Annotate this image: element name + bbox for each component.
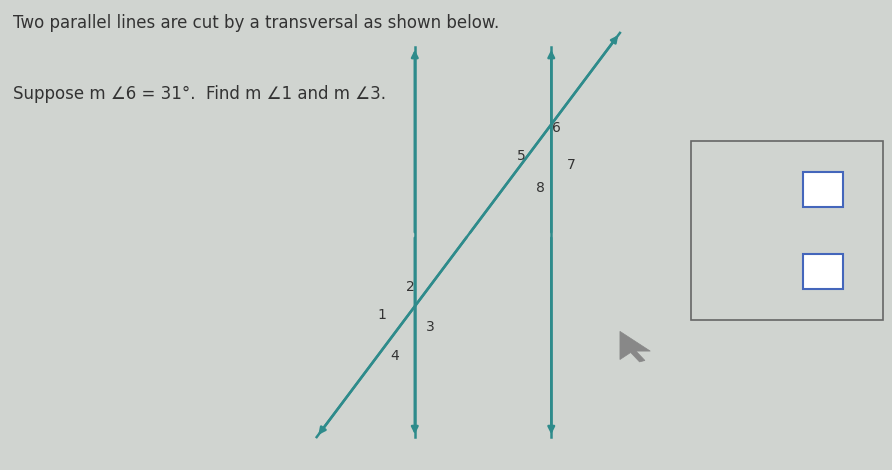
Text: °: ° [850,182,858,197]
Text: 6: 6 [552,121,561,135]
Text: 2: 2 [406,280,415,294]
Text: 5: 5 [516,149,525,163]
Text: m ∠1 =: m ∠1 = [707,182,773,197]
Bar [803,254,843,289]
Text: 7: 7 [566,158,575,172]
Text: 4: 4 [390,349,399,363]
Bar [803,172,843,207]
Text: °: ° [850,264,858,279]
Text: 8: 8 [536,181,545,195]
Text: Suppose m ∠6 = 31°.  Find m ∠1 and m ∠3.: Suppose m ∠6 = 31°. Find m ∠1 and m ∠3. [13,85,386,102]
Text: 3: 3 [425,320,434,334]
Text: m ∠3 =: m ∠3 = [707,264,773,279]
Text: 1: 1 [377,308,386,322]
Text: Two parallel lines are cut by a transversal as shown below.: Two parallel lines are cut by a transver… [13,14,500,32]
Bar [691,141,883,320]
Polygon shape [620,331,650,362]
